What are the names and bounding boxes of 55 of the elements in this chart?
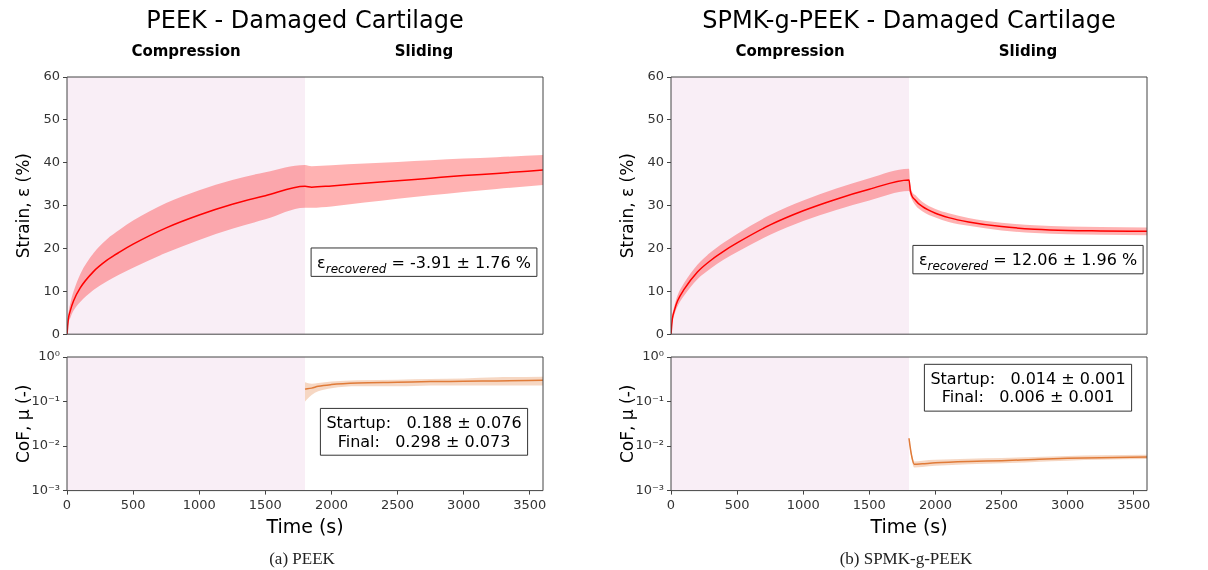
y-tick-label: 10⁻¹ (635, 392, 664, 408)
y-axis-title: CoF, μ (-) (12, 384, 33, 464)
x-tick-label: 3500 (513, 496, 547, 512)
chart-title: SPMK-g-PEEK - Damaged Cartilage (702, 6, 1116, 34)
y-tick-label: 50 (647, 111, 664, 127)
x-tick-label: 1500 (852, 496, 886, 512)
x-tick-label: 2500 (985, 496, 1019, 512)
band-label: Compression (131, 42, 241, 60)
y-tick-label: 10 (647, 282, 664, 298)
y-tick-label: 10⁻² (635, 437, 664, 453)
y-tick-label: 10⁻¹ (31, 392, 60, 408)
band-label: Compression (735, 42, 845, 60)
y-tick-label: 20 (43, 239, 60, 255)
annotation: Startup: 0.014 ± 0.001 Final: 0.006 ± 0.001 (930, 369, 1126, 407)
y-tick-label: 10⁻² (31, 437, 60, 453)
y-tick-label: 30 (43, 196, 60, 212)
y-tick-label: 20 (647, 239, 664, 255)
x-tick-label: 0 (666, 496, 676, 512)
x-tick-label: 3000 (447, 496, 481, 512)
x-tick-label: 0 (62, 496, 72, 512)
y-axis-title: Strain, ε (%) (12, 153, 33, 259)
chart-title: PEEK - Damaged Cartilage (146, 6, 464, 34)
x-tick-label: 1000 (786, 496, 820, 512)
text: Sliding (998, 42, 1058, 60)
y-tick-label: 60 (647, 68, 664, 84)
y-tick-label: 30 (647, 196, 664, 212)
annotation: Startup: 0.188 ± 0.076 Final: 0.298 ± 0.073 (326, 413, 522, 451)
y-axis-title: Strain, ε (%) (616, 153, 637, 259)
x-tick-label: 1000 (182, 496, 216, 512)
y-tick-label: 10⁻³ (635, 481, 664, 497)
x-tick-label: 2000 (918, 496, 952, 512)
y-tick-label: 40 (43, 154, 60, 170)
y-tick-label: 10⁻³ (31, 481, 60, 497)
y-tick-label: 40 (647, 154, 664, 170)
x-axis-title: Time (s) (869, 514, 948, 537)
line-series (304, 379, 543, 390)
y-tick-label: 60 (43, 68, 60, 84)
text: Sliding (394, 42, 454, 60)
x-tick-label: 3000 (1051, 496, 1085, 512)
x-tick-label: 3500 (1117, 496, 1151, 512)
x-tick-label: 500 (120, 496, 146, 512)
text: (a) PEEK (268, 549, 336, 569)
x-tick-label: 2000 (314, 496, 348, 512)
text: (b) SPMK-g-PEEK (838, 549, 974, 569)
y-tick-label: 0 (51, 325, 60, 341)
y-tick-label: 0 (655, 325, 664, 341)
y-tick-label: 10⁰ (38, 348, 60, 364)
x-tick-label: 1500 (248, 496, 282, 512)
x-axis-title: Time (s) (265, 514, 344, 537)
y-tick-label: 50 (43, 111, 60, 127)
y-axis-title: CoF, μ (-) (616, 384, 637, 464)
x-tick-label: 500 (724, 496, 750, 512)
y-tick-label: 10 (43, 282, 60, 298)
y-tick-label: 10⁰ (642, 348, 664, 364)
x-tick-label: 2500 (381, 496, 415, 512)
